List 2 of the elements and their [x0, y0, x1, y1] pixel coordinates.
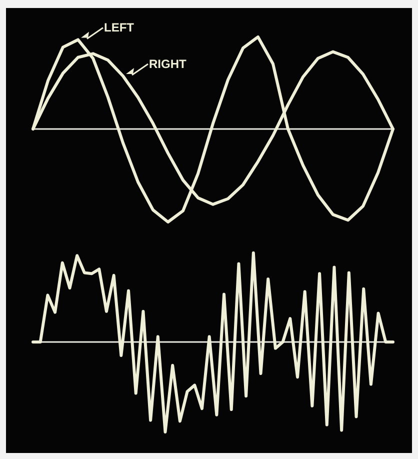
- legend-label: LEFT: [104, 20, 135, 35]
- legend-label: RIGHT: [149, 56, 187, 71]
